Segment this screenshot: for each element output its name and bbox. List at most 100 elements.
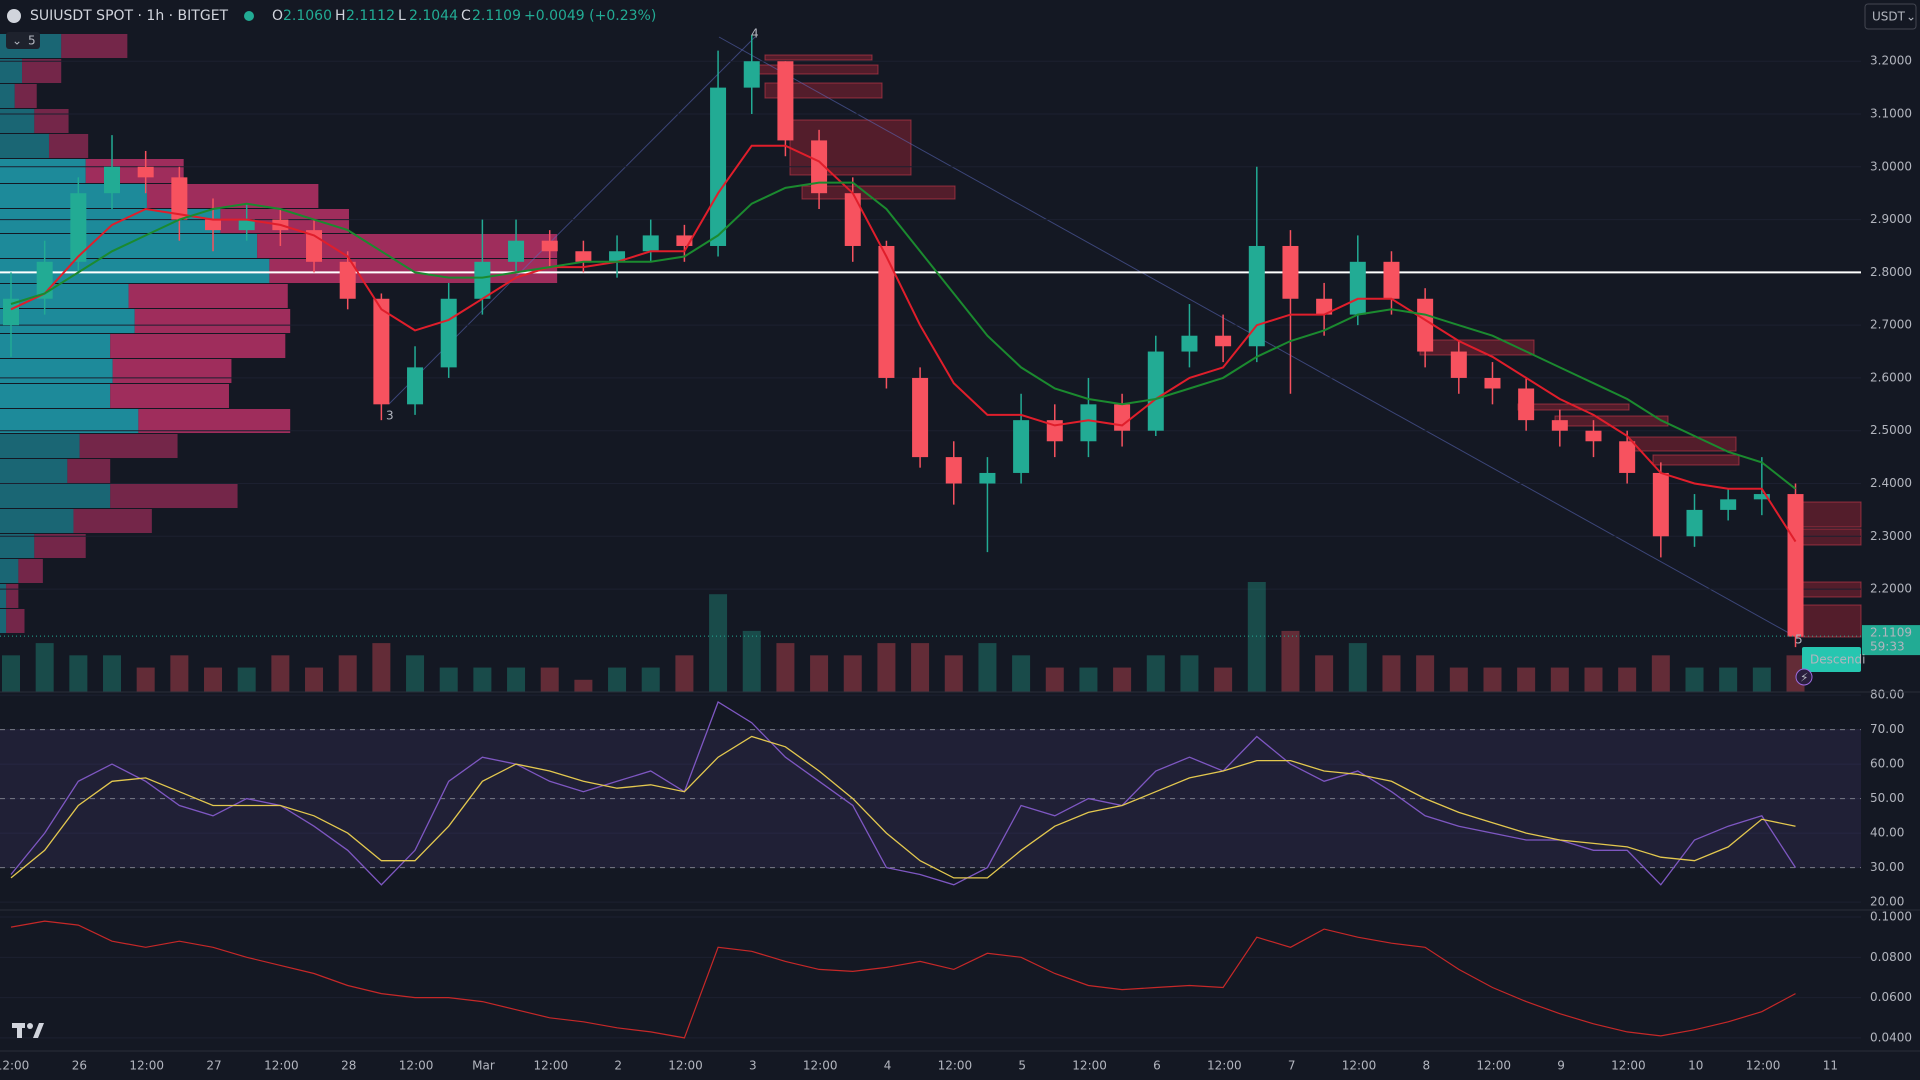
candle-body — [912, 377, 929, 458]
y-tick-label: 0.0400 — [1870, 1030, 1912, 1044]
profile-buy — [0, 409, 139, 433]
x-tick-label: 6 — [1153, 1059, 1161, 1073]
volume-bar — [69, 655, 88, 692]
volume-bar — [1517, 667, 1536, 692]
volume-bar — [776, 643, 795, 692]
volume-bar — [641, 667, 660, 692]
logo-part — [27, 1023, 33, 1029]
candle-body — [1147, 351, 1164, 431]
profile-sell — [73, 509, 152, 533]
profile-buy — [0, 384, 111, 408]
x-tick-label: 12:00 — [668, 1059, 703, 1073]
volume-bar — [540, 667, 559, 692]
x-tick-label: 12:00 — [264, 1059, 299, 1073]
profile-buy — [0, 109, 35, 133]
y-tick-label: 2.9000 — [1870, 212, 1912, 226]
profile-sell — [110, 334, 286, 358]
indicator-badge[interactable] — [6, 32, 40, 49]
x-tick-label: 2 — [614, 1059, 622, 1073]
countdown: 59:33 — [1870, 640, 1905, 654]
x-tick-label: 27 — [206, 1059, 221, 1073]
profile-sell — [6, 609, 25, 633]
x-tick-label: 12:00 — [803, 1059, 838, 1073]
volume-bar — [574, 679, 593, 692]
profile-buy — [0, 609, 7, 633]
volume-bar — [843, 655, 862, 692]
candle-body — [945, 457, 962, 484]
candle-body — [1753, 494, 1770, 500]
pattern-label: Descendi — [1810, 653, 1865, 667]
volume-bar — [742, 630, 761, 692]
y-tick-label: 80.00 — [1870, 688, 1904, 702]
profile-buy — [0, 509, 74, 533]
profile-sell — [85, 159, 184, 183]
y-tick-label: 2.6000 — [1870, 370, 1912, 384]
x-tick-label: 12:00 — [1072, 1059, 1107, 1073]
candle-body — [508, 240, 525, 262]
volume-profile — [0, 34, 558, 633]
zone — [764, 82, 883, 99]
profile-sell — [110, 484, 238, 508]
profile-sell — [128, 284, 288, 308]
rsi-line — [10, 735, 1796, 879]
y-tick-label: 70.00 — [1870, 722, 1904, 736]
pattern-tag[interactable] — [1802, 647, 1861, 672]
candle-body — [575, 251, 592, 262]
volume-bar — [709, 594, 728, 692]
candle-body — [407, 367, 424, 405]
y-tick-label: 2.2000 — [1870, 582, 1912, 596]
profile-buy — [0, 84, 15, 108]
volume-bar — [406, 655, 425, 692]
ohlc-key: L — [398, 8, 406, 24]
candle-body — [137, 166, 154, 178]
volume-bar — [877, 643, 896, 692]
candle-body — [1080, 404, 1097, 442]
x-tick-label: 4 — [884, 1059, 892, 1073]
currency-chevron: ⌄ — [1906, 10, 1916, 24]
volume-bar — [237, 667, 256, 692]
volume-bar — [1382, 655, 1401, 692]
x-tick-label: 12:00 — [1476, 1059, 1511, 1073]
currency-button[interactable] — [1864, 3, 1917, 30]
profile-sell — [61, 34, 128, 58]
volume-bar — [1045, 667, 1064, 692]
candle-body — [1484, 377, 1501, 389]
zone — [789, 119, 912, 176]
profile-sell — [138, 409, 291, 433]
volume-bar — [35, 643, 54, 692]
candle-body — [844, 193, 861, 246]
rsi-line — [10, 701, 1797, 886]
volume-bar — [338, 655, 357, 692]
candle-body — [1316, 298, 1333, 315]
profile-sell — [79, 434, 178, 458]
moving-average — [10, 181, 1797, 490]
price-change: +0.0049 (+0.23%) — [524, 8, 656, 24]
profile-sell — [18, 559, 43, 583]
x-tick-label: 12:00 — [938, 1059, 973, 1073]
volume-bar — [2, 655, 20, 692]
ohlc-key: H — [335, 8, 346, 24]
profile-buy — [0, 459, 68, 483]
profile-buy — [0, 434, 80, 458]
symbol-title: SUIUSDT SPOT · 1h · BITGET — [30, 8, 229, 24]
alert-icon[interactable] — [1795, 668, 1813, 686]
volume-bar — [911, 643, 930, 692]
candle-body — [609, 251, 626, 262]
zone — [1554, 415, 1669, 427]
candle-body — [440, 298, 457, 368]
y-tick-label: 20.00 — [1870, 895, 1904, 909]
candle-body — [1383, 261, 1400, 299]
y-tick-label: 0.1000 — [1870, 910, 1912, 924]
x-tick-label: 26 — [72, 1059, 87, 1073]
profile-sell — [14, 84, 37, 108]
volume-bar — [103, 655, 122, 692]
candle-body — [1282, 245, 1299, 299]
volume-bar — [1113, 667, 1132, 692]
ohlc-value: 2.1109 — [472, 8, 521, 24]
candle-body — [1551, 420, 1568, 431]
y-tick-label: 2.4000 — [1870, 476, 1912, 490]
volume-bar — [1550, 667, 1569, 692]
y-tick-label: 2.5000 — [1870, 423, 1912, 437]
zone — [1517, 403, 1630, 411]
